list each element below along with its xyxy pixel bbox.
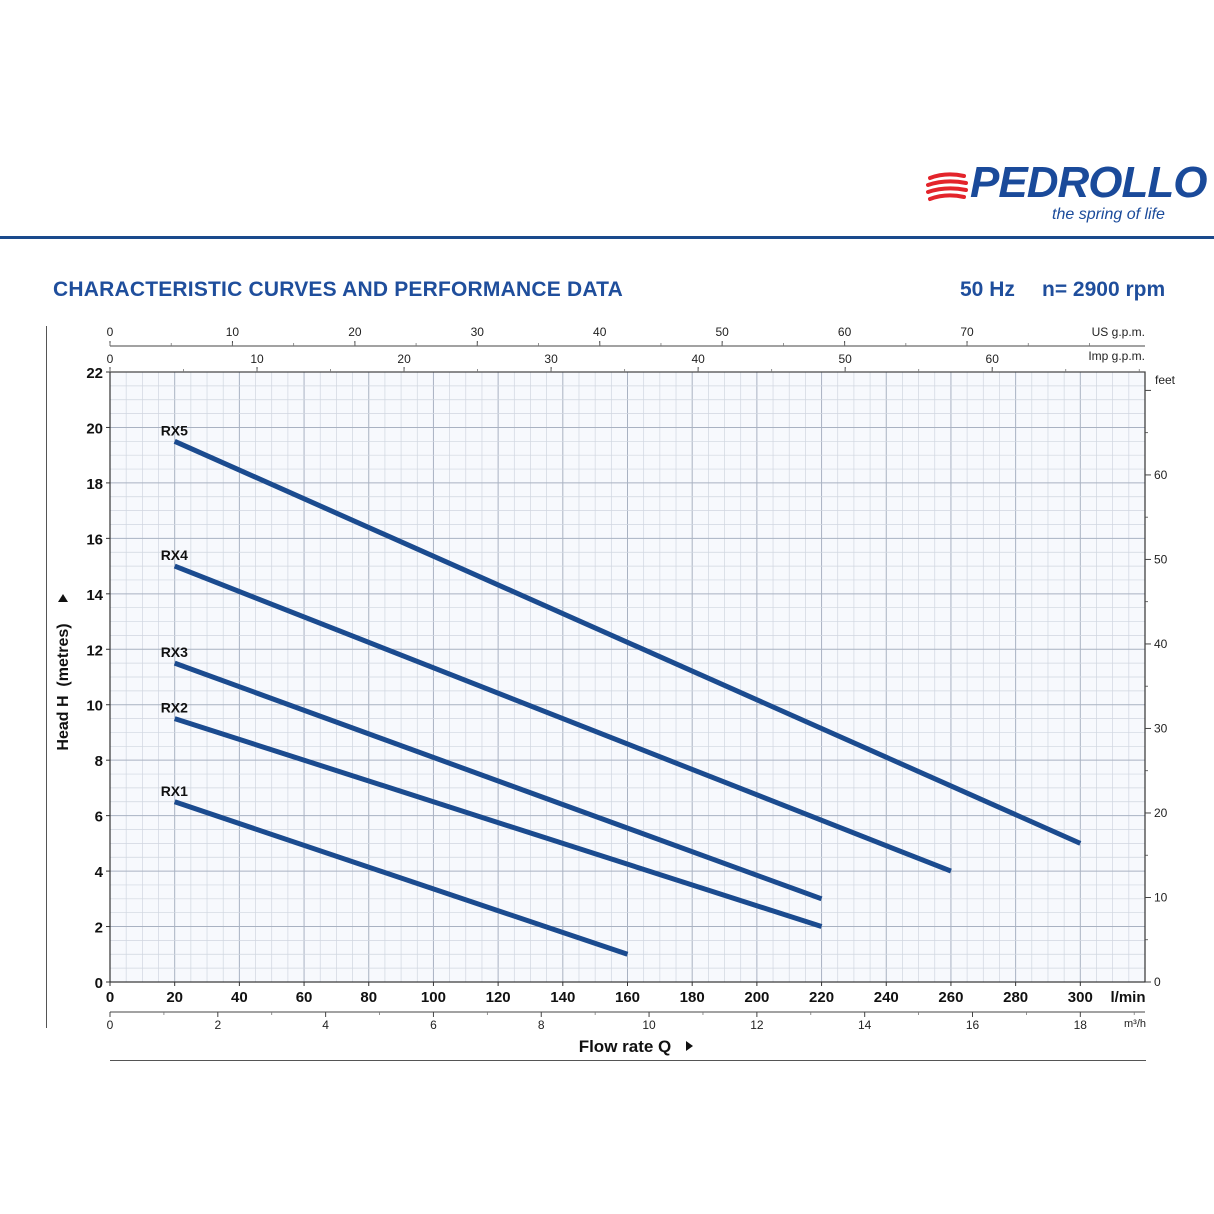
us_gpm-tick-label: 40 [593, 325, 607, 339]
series-line-rx5 [173, 439, 1082, 846]
imp_gpm-tick-label: 50 [839, 352, 853, 366]
x-tick-label: 200 [744, 989, 769, 1006]
y-tick-label: 20 [86, 420, 103, 437]
x-tick-label: 20 [166, 989, 183, 1006]
brand-tagline: the spring of life [1052, 206, 1165, 223]
x-unit-label: l/min [1110, 989, 1145, 1006]
m3h-tick-label: 12 [750, 1018, 764, 1032]
m3h-tick-label: 2 [214, 1018, 221, 1032]
y-tick-label: 2 [95, 920, 103, 937]
left-frame-rule [46, 326, 47, 1028]
m3h-tick-label: 4 [322, 1018, 329, 1032]
y-tick-label: 16 [86, 531, 103, 548]
us_gpm-tick-label: 0 [107, 325, 114, 339]
frequency-label: 50 Hz [960, 278, 1015, 301]
x-tick-label: 0 [106, 989, 114, 1006]
series-label-rx2: RX2 [161, 700, 188, 716]
x-tick-label: 280 [1003, 989, 1028, 1006]
us_gpm-tick-label: 50 [715, 325, 729, 339]
imp_gpm-tick-label: 0 [107, 352, 114, 366]
series-line-rx4 [173, 563, 952, 874]
x-tick-label: 240 [874, 989, 899, 1006]
feet-tick-label: 50 [1154, 552, 1168, 566]
y-tick-label: 12 [86, 642, 103, 659]
us_gpm-tick-label: 70 [960, 325, 974, 339]
series-label-rx5: RX5 [161, 422, 188, 438]
x-tick-label: 160 [615, 989, 640, 1006]
y-tick-label: 14 [86, 587, 103, 604]
page-title: CHARACTERISTIC CURVES AND PERFORMANCE DA… [53, 278, 623, 301]
m3h-tick-label: 16 [966, 1018, 980, 1032]
y-tick-label: 0 [95, 975, 103, 992]
feet-unit-label: feet [1155, 373, 1176, 387]
m3h-tick-label: 14 [858, 1018, 872, 1032]
bottom-frame-rule [110, 1060, 1146, 1061]
x-tick-label: 140 [550, 989, 575, 1006]
m3h-tick-label: 10 [642, 1018, 656, 1032]
imp_gpm-tick-label: 20 [397, 352, 411, 366]
feet-tick-label: 0 [1154, 975, 1161, 989]
series-line-rx1 [173, 799, 629, 957]
y-tick-label: 22 [86, 365, 103, 382]
x-tick-label: 80 [360, 989, 377, 1006]
x-tick-label: 60 [296, 989, 313, 1006]
m3h-tick-label: 8 [538, 1018, 545, 1032]
imp_gpm-tick-label: 10 [250, 352, 264, 366]
feet-tick-label: 40 [1154, 637, 1168, 651]
chart-grid [109, 371, 1146, 983]
header-divider [0, 236, 1214, 239]
imp_gpm-unit-label: Imp g.p.m. [1088, 349, 1145, 363]
m3h-tick-label: 18 [1074, 1018, 1088, 1032]
x-tick-label: 300 [1068, 989, 1093, 1006]
pedrollo-swoosh-icon [926, 172, 968, 201]
imp_gpm-tick-label: 30 [544, 352, 558, 366]
series-label-rx3: RX3 [161, 644, 188, 660]
series-label-rx1: RX1 [161, 783, 188, 799]
us_gpm-tick-label: 30 [471, 325, 485, 339]
feet-tick-label: 20 [1154, 806, 1168, 820]
x-axis-arrow-icon [686, 1041, 693, 1051]
us_gpm-unit-label: US g.p.m. [1092, 325, 1145, 339]
x-tick-label: 40 [231, 989, 248, 1006]
chart-labels: Head H (metres) Flow rate Q RX5 RX4 RX3 RX2 RX… [55, 422, 693, 1056]
x-tick-label: 120 [486, 989, 511, 1006]
us_gpm-tick-label: 20 [348, 325, 362, 339]
imp_gpm-tick-label: 40 [691, 352, 705, 366]
x-tick-label: 100 [421, 989, 446, 1006]
series-line-rx2 [173, 716, 823, 929]
feet-tick-label: 30 [1154, 721, 1168, 735]
speed-label: n= 2900 rpm [1042, 278, 1166, 301]
chart-series [173, 439, 1082, 957]
m3h-unit-label: m³/h [1124, 1018, 1146, 1030]
x-tick-label: 260 [938, 989, 963, 1006]
pedrollo-logo: PEDROLLO the spring of life [926, 158, 1207, 230]
imp_gpm-tick-label: 60 [986, 352, 1000, 366]
m3h-tick-label: 6 [430, 1018, 437, 1032]
x-tick-label: 180 [680, 989, 705, 1006]
us_gpm-tick-label: 60 [838, 325, 852, 339]
y-axis-title: Head H (metres) [55, 623, 72, 750]
y-tick-label: 10 [86, 698, 103, 715]
y-tick-label: 18 [86, 476, 103, 493]
y-tick-label: 6 [95, 809, 103, 826]
series-label-rx4: RX4 [161, 547, 188, 563]
x-tick-label: 220 [809, 989, 834, 1006]
m3h-tick-label: 0 [107, 1018, 114, 1032]
feet-tick-label: 60 [1154, 468, 1168, 482]
y-tick-label: 8 [95, 753, 103, 770]
y-tick-label: 4 [95, 864, 104, 881]
brand-name: PEDROLLO [970, 158, 1207, 207]
series-line-rx3 [173, 660, 823, 902]
us_gpm-tick-label: 10 [226, 325, 240, 339]
y-axis-arrow-icon [58, 594, 68, 602]
feet-tick-label: 10 [1154, 890, 1168, 904]
x-axis-title: Flow rate Q [579, 1037, 672, 1056]
